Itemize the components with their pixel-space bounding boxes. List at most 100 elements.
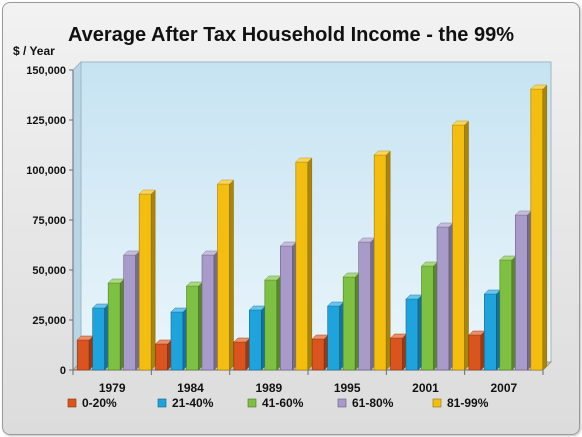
legend-item-61-80%: 61-80% [337,396,394,410]
bar-front [358,241,371,371]
bar-front [436,226,450,371]
bar-front [186,285,199,371]
legend-item-21-40%: 21-40% [157,396,214,410]
x-category-label: 1984 [177,381,204,395]
bar-top [138,189,156,195]
bar-front [468,334,482,371]
bar-41-60%-1995 [342,272,360,371]
bar-0-20%-1979 [76,335,94,371]
legend-label: 81-99% [447,396,489,410]
bar-front [123,254,136,371]
x-category-label: 1989 [255,381,282,395]
y-tick-label: 100,000 [26,165,66,177]
legend-item-41-60%: 41-60% [247,396,304,410]
legend-label: 61-80% [352,396,394,410]
bar-81-99%-2001 [451,120,470,371]
y-tick-label: 150,000 [26,65,66,77]
bar-61-80%-2001 [436,222,454,371]
legend-swatch [337,398,347,408]
legend-label: 0-20% [82,396,117,410]
bar-side [150,189,156,371]
bar-61-80%-1979 [123,250,141,371]
bar-front [452,124,465,371]
bar-side [385,150,391,371]
bar-21-40%-1989 [248,305,266,371]
x-category-label: 1995 [334,381,361,395]
bar-front [530,88,544,371]
bar-21-40%-2007 [483,289,501,371]
bar-0-20%-1989 [233,337,251,371]
y-tick-label: 75,000 [32,215,66,227]
bar-front [233,341,247,371]
legend-swatch [67,398,77,408]
bar-side [542,84,548,371]
bar-front [499,259,513,371]
bar-0-20%-2001 [389,333,408,371]
legend-item-0-20%: 0-20% [67,396,117,410]
bar-front [107,282,121,371]
bar-top [373,150,391,156]
bar-21-40%-1979 [92,303,110,371]
legend-item-81-99%: 81-99% [432,396,489,410]
legend-swatch [432,398,442,408]
bar-top [451,120,470,126]
legend-label: 41-60% [262,396,304,410]
chart-side-wall [72,60,82,372]
legend-label: 21-40% [172,396,214,410]
bar-front [138,193,152,371]
legend-swatch [157,398,167,408]
bar-front [405,298,419,371]
bar-81-99%-1979 [138,189,156,371]
bar-top [530,84,548,90]
bar-front [217,183,230,371]
plot-area: 0 25,000 50,000 75,000 100,000 125,000 150,000… [26,60,553,395]
bar-side [464,120,469,371]
bar-front [373,154,387,371]
bar-top [216,179,235,185]
bar-41-60%-2007 [499,255,517,371]
bar-front [201,254,215,371]
bar-81-99%-1984 [216,179,235,371]
bar-front [327,305,340,371]
income-bar-chart: Average After Tax Household Income - the… [13,24,553,410]
bar-81-99%-1995 [373,150,391,371]
bar-61-80%-2007 [514,210,532,371]
bar-81-99%-2007 [530,84,548,371]
bar-front [76,339,90,371]
x-category-label: 1979 [99,381,126,395]
bar-0-20%-2007 [468,330,486,371]
bar-41-60%-2001 [420,261,439,371]
bar-41-60%-1979 [107,278,125,371]
bar-front [515,214,528,371]
bar-21-40%-1995 [327,301,345,371]
bar-front [264,279,278,371]
bar-front [342,276,356,371]
bar-21-40%-2001 [405,294,423,371]
bar-front [421,265,434,371]
bar-0-20%-1984 [154,339,173,371]
bar-front [295,161,309,371]
bar-side [229,179,234,371]
bar-61-80%-1995 [358,237,376,371]
bar-front [311,338,325,371]
bar-front [390,337,403,371]
legend: 0-20% 21-40% 41-60% 61-80% 81-99% [67,396,489,410]
bar-front [280,245,293,371]
bar-61-80%-1984 [201,250,219,371]
bar-front [484,293,497,371]
bar-0-20%-1995 [311,334,329,371]
chart-title: Average After Tax Household Income - the… [68,24,514,46]
bar-41-60%-1984 [185,281,204,371]
legend-swatch [247,398,257,408]
bar-front [92,307,105,371]
y-axis-unit-label: $ / Year [13,44,55,58]
bar-front [170,311,184,371]
bar-41-60%-1989 [264,275,282,371]
y-tick-label: 50,000 [32,265,66,277]
bar-21-40%-1984 [170,307,188,371]
x-category-label: 2007 [490,381,517,395]
bar-front [249,309,262,371]
bar-61-80%-1989 [279,241,297,371]
y-tick-label: 25,000 [32,315,66,327]
